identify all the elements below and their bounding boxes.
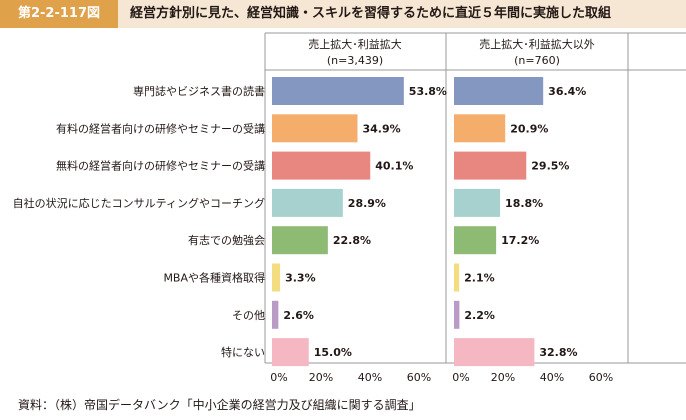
category-label: 自社の状況に応じたコンサルティングやコーチング: [13, 196, 265, 210]
data-label: 40.1%: [375, 160, 413, 173]
data-label: 28.9%: [348, 197, 386, 210]
data-label: 29.5%: [531, 160, 569, 173]
category-label: 特にない: [221, 345, 265, 359]
bar: [454, 300, 460, 329]
category-label: 無料の経営者向けの研修やセミナーの受講: [56, 159, 265, 173]
x-tick-label: 60%: [589, 371, 613, 384]
bar: [272, 114, 358, 143]
bar: [454, 77, 544, 105]
category-label: 専門誌やビジネス書の読書: [133, 84, 265, 98]
x-tick-label: 20%: [491, 371, 515, 384]
figure-title: 経営方針別に見た、経営知識・スキルを習得するために直近５年間に実施した取組: [130, 6, 612, 21]
figure-number: 第2-2-117図: [0, 0, 118, 28]
x-tick-label: 40%: [540, 371, 564, 384]
bar: [454, 188, 501, 217]
panel-title: 売上拡大･利益拡大以外: [479, 37, 595, 51]
data-label: 36.4%: [548, 85, 586, 98]
source-note: 資料：（株）帝国データバンク「中小企業の経営力及び組織に関する調査」: [18, 398, 421, 412]
data-label: 2.1%: [464, 272, 495, 285]
data-label: 32.8%: [539, 346, 577, 359]
panel-title: 売上拡大･利益拡大: [308, 37, 402, 51]
category-label: 有志での勉強会: [188, 233, 265, 247]
x-tick-label: 40%: [358, 371, 382, 384]
data-label: 22.8%: [333, 234, 371, 247]
data-label: 2.6%: [283, 309, 314, 322]
category-label: その他: [232, 309, 265, 322]
bar: [272, 338, 309, 367]
bar-chart: 専門誌やビジネス書の読書有料の経営者向けの研修やセミナーの受講無料の経営者向けの…: [13, 32, 686, 384]
data-label: 53.8%: [409, 85, 447, 98]
x-tick-label: 0%: [270, 371, 287, 384]
data-label: 2.2%: [464, 309, 495, 322]
bar: [272, 263, 281, 292]
x-tick-label: 0%: [452, 371, 469, 384]
bar: [454, 151, 527, 180]
bar: [272, 77, 404, 105]
x-tick-label: 20%: [309, 371, 333, 384]
bar: [454, 114, 506, 143]
bar: [272, 226, 328, 255]
bar: [454, 263, 460, 292]
panel-sample-size: (n=3,439): [327, 54, 383, 67]
category-label: 有料の経営者向けの研修やセミナーの受講: [56, 121, 265, 135]
figure-header: 第2-2-117図 経営方針別に見た、経営知識・スキルを習得するために直近５年間…: [0, 0, 686, 28]
bar: [272, 188, 343, 217]
bar: [272, 151, 371, 180]
data-label: 20.9%: [510, 122, 548, 135]
data-label: 17.2%: [501, 234, 539, 247]
data-label: 34.9%: [363, 122, 401, 135]
panel-sample-size: (n=760): [514, 54, 560, 67]
data-label: 18.8%: [505, 197, 543, 210]
data-label: 3.3%: [285, 272, 316, 285]
data-label: 15.0%: [314, 346, 352, 359]
bar: [454, 226, 497, 255]
x-tick-label: 60%: [407, 371, 431, 384]
bar: [272, 300, 279, 329]
category-label: MBAや各種資格取得: [163, 271, 265, 285]
bar: [454, 338, 535, 367]
